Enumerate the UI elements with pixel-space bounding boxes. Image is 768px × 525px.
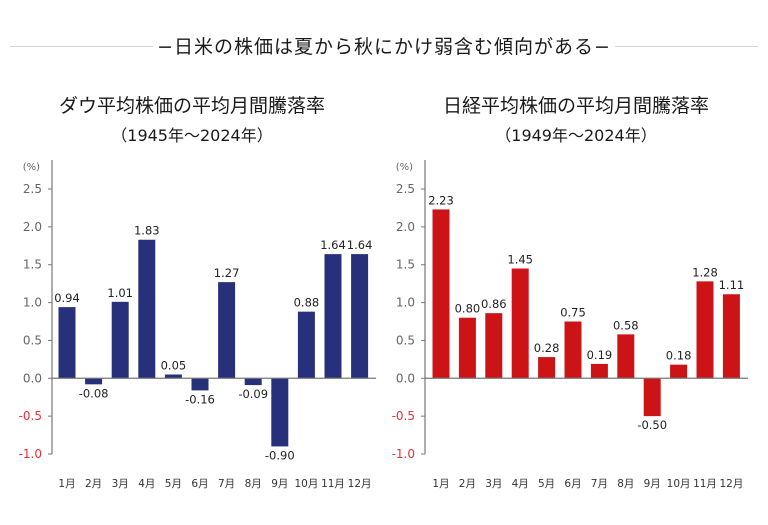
bar-9月: [271, 378, 289, 447]
x-tick-label: 4月: [138, 478, 155, 490]
y-tick-label: 2.5: [396, 182, 415, 196]
y-unit-label: (%): [23, 162, 40, 173]
bar-12月: [351, 254, 369, 379]
y-tick-label: 2.5: [23, 182, 42, 196]
y-tick-label: 0.5: [23, 333, 42, 347]
bar-10月: [670, 364, 688, 379]
data-label: 1.64: [347, 238, 373, 252]
data-label: 0.86: [481, 297, 507, 311]
y-tick-label: 1.5: [396, 258, 415, 272]
y-tick-label: -1.0: [392, 447, 415, 461]
x-tick-label: 10月: [667, 478, 691, 490]
y-tick-label: 0.0: [396, 371, 415, 385]
headline: −日米の株価は夏から秋にかけ弱含む傾向がある−: [153, 32, 615, 62]
x-tick-label: 11月: [321, 478, 345, 490]
x-tick-label: 6月: [564, 478, 581, 490]
y-unit-label: (%): [396, 162, 413, 173]
x-tick-label: 7月: [591, 478, 608, 490]
x-tick-label: 5月: [165, 478, 182, 490]
x-tick-label: 1月: [58, 478, 75, 490]
data-label: 1.01: [107, 286, 133, 300]
x-tick-label: 1月: [432, 478, 449, 490]
x-tick-label: 4月: [512, 478, 529, 490]
bar-6月: [191, 378, 209, 391]
bar-8月: [617, 334, 635, 379]
bar-4月: [138, 239, 156, 379]
x-tick-label: 8月: [617, 478, 634, 490]
y-tick-label: 0.5: [396, 333, 415, 347]
nikkei-chart-subtitle: （1949年〜2024年）: [495, 126, 657, 145]
x-tick-label: 12月: [719, 478, 743, 490]
nikkei-chart: (%) 2.5 2.0 1.5 1.0 0.5 0.0 -0.5 -1.0 2.23 1月 0.80 2…: [392, 160, 748, 490]
headline-banner: −日米の株価は夏から秋にかけ弱含む傾向がある−: [0, 32, 768, 62]
data-label: 1.64: [320, 238, 346, 252]
data-label: 1.11: [719, 278, 745, 292]
data-label: -0.09: [238, 387, 268, 401]
bar-10月: [297, 311, 315, 379]
x-tick-label: 11月: [693, 478, 717, 490]
dow-chart: (%) 2.5 2.0 1.5 1.0 0.5 0.0 -0.5 -1.0 0.94 1月 -0.08…: [19, 160, 377, 490]
bar-4月: [511, 268, 529, 379]
bar-9月: [643, 378, 661, 417]
data-label: 0.18: [666, 349, 692, 363]
y-tick-label: 1.5: [23, 258, 42, 272]
bar-12月: [722, 294, 740, 379]
bar-5月: [538, 357, 556, 379]
dow-chart-subtitle: （1945年〜2024年）: [111, 126, 273, 145]
bar-8月: [244, 378, 262, 386]
x-tick-label: 5月: [538, 478, 555, 490]
bar-5月: [164, 374, 182, 379]
y-tick-label: 1.0: [396, 296, 415, 310]
x-tick-label: 6月: [191, 478, 208, 490]
y-tick-label: 2.0: [23, 220, 42, 234]
x-tick-label: 3月: [485, 478, 502, 490]
data-label: -0.50: [637, 418, 667, 432]
bar-7月: [218, 282, 236, 379]
bar-3月: [111, 301, 129, 379]
data-label: -0.08: [79, 386, 109, 400]
data-label: 0.28: [534, 341, 560, 355]
data-label: 1.45: [507, 253, 533, 267]
x-tick-label: 9月: [644, 478, 661, 490]
data-label: 2.23: [428, 193, 454, 207]
bar-2月: [458, 317, 476, 379]
data-label: 1.27: [214, 266, 240, 280]
data-label: 1.28: [692, 265, 718, 279]
data-label: -0.90: [265, 448, 295, 462]
x-tick-label: 2月: [85, 478, 102, 490]
x-tick-label: 7月: [218, 478, 235, 490]
x-tick-label: 8月: [245, 478, 262, 490]
data-label: 0.80: [455, 302, 481, 316]
x-tick-label: 3月: [112, 478, 129, 490]
x-tick-label: 10月: [294, 478, 318, 490]
bar-2月: [85, 378, 103, 385]
y-tick-label: 2.0: [396, 220, 415, 234]
y-tick-label: 1.0: [23, 296, 42, 310]
data-label: 0.94: [54, 291, 80, 305]
data-label: 0.75: [560, 306, 586, 320]
bar-11月: [696, 281, 714, 379]
y-tick-label: -1.0: [19, 447, 42, 461]
x-tick-label: 2月: [459, 478, 476, 490]
data-label: 0.88: [294, 296, 320, 310]
bar-3月: [485, 313, 503, 379]
bar-11月: [324, 254, 342, 379]
data-label: 0.05: [161, 359, 187, 373]
y-tick-label: -0.5: [19, 409, 42, 423]
data-label: 1.83: [134, 224, 160, 238]
y-tick-label: 0.0: [23, 371, 42, 385]
x-tick-label: 9月: [271, 478, 288, 490]
y-tick-label: -0.5: [392, 409, 415, 423]
bar-7月: [590, 363, 608, 379]
data-label: 0.58: [613, 318, 639, 332]
data-label: 0.19: [587, 348, 613, 362]
dow-chart-title: ダウ平均株価の平均月間騰落率: [58, 95, 325, 117]
bar-6月: [564, 321, 582, 379]
bar-1月: [432, 209, 450, 379]
bar-1月: [58, 307, 76, 379]
data-label: -0.16: [185, 392, 215, 406]
x-tick-label: 12月: [348, 478, 372, 490]
nikkei-chart-title: 日経平均株価の平均月間騰落率: [442, 95, 709, 117]
